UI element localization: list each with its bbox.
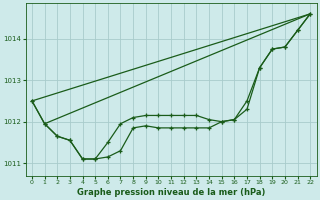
X-axis label: Graphe pression niveau de la mer (hPa): Graphe pression niveau de la mer (hPa) [77,188,265,197]
